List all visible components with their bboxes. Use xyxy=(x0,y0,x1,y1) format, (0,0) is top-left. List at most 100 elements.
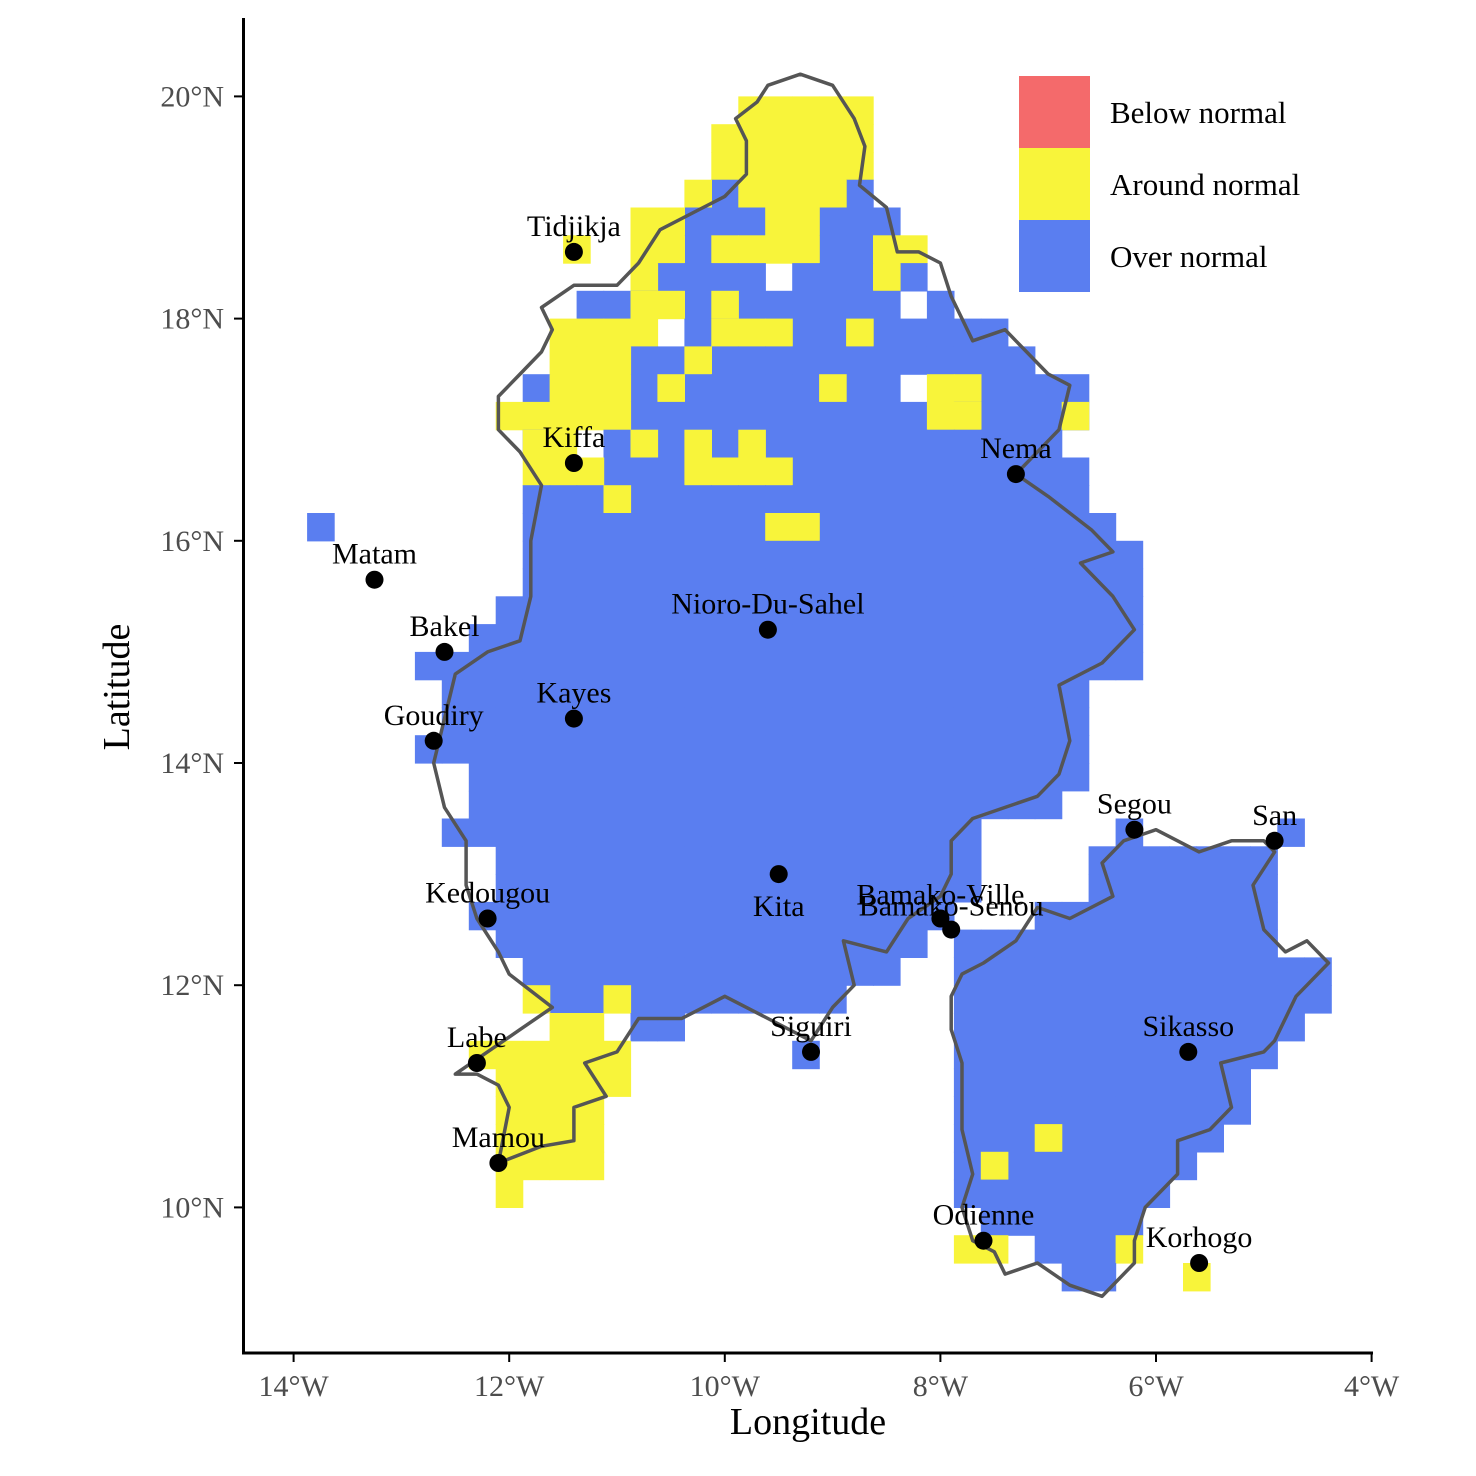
grid-cell-over xyxy=(522,790,551,820)
grid-cell-over xyxy=(846,290,874,320)
y-ticks: 10°N 12°N 14°N 16°N 18°N 20°N xyxy=(160,80,243,1224)
grid-cell-over xyxy=(522,679,551,709)
grid-cell-over xyxy=(1169,1068,1198,1097)
grid-cell-over xyxy=(522,651,551,681)
city-marker-bakel xyxy=(435,642,454,661)
grid-cell-over xyxy=(630,901,659,931)
legend-label-below: Below normal xyxy=(1110,95,1287,130)
grid-cell-over xyxy=(1088,1151,1117,1181)
grid-cell-over xyxy=(657,401,685,431)
city-label-san: San xyxy=(1252,799,1297,832)
grid-cell-over xyxy=(1061,1096,1090,1125)
grid-cell-around xyxy=(576,401,605,431)
x-tick-label: 14°W xyxy=(258,1370,329,1403)
grid-cell-over xyxy=(711,568,739,597)
grid-cell-over xyxy=(819,263,847,292)
city-marker-nema xyxy=(1006,465,1025,484)
grid-cell-over xyxy=(1196,1068,1224,1097)
grid-cell-around xyxy=(792,124,820,153)
x-ticks: 14°W 12°W 10°W 8°W 6°W 4°W xyxy=(258,1353,1400,1403)
grid-cell-over xyxy=(1223,901,1251,931)
grid-cell-over xyxy=(576,651,605,681)
grid-cell-over xyxy=(765,651,793,681)
grid-cell-over xyxy=(738,901,766,931)
grid-cell-over xyxy=(900,679,928,709)
grid-cell-over xyxy=(1304,985,1332,1014)
grid-cell-over xyxy=(684,901,712,931)
grid-cell-over xyxy=(1115,901,1144,931)
legend-key-below xyxy=(1019,76,1090,148)
grid-cell-over xyxy=(630,707,659,736)
grid-cell-around xyxy=(684,179,712,209)
grid-cell-over xyxy=(684,207,712,236)
grid-cell-over xyxy=(603,957,632,986)
grid-cell-over xyxy=(1115,540,1144,570)
grid-cell-over xyxy=(953,679,982,709)
grid-cell-over xyxy=(1034,1068,1063,1097)
grid-cell-over xyxy=(684,818,712,847)
grid-cell-over xyxy=(603,596,632,625)
grid-cell-over xyxy=(953,485,982,514)
grid-cell-around xyxy=(603,485,632,514)
grid-cell-over xyxy=(1169,874,1198,903)
grid-cell-over xyxy=(980,1040,1009,1070)
grid-cell-around xyxy=(738,235,766,264)
grid-cell-around xyxy=(819,179,847,209)
legend-label-over: Over normal xyxy=(1110,239,1268,274)
grid-cell-over xyxy=(549,846,578,875)
grid-cell-over xyxy=(1223,985,1251,1014)
grid-cell-over xyxy=(926,346,955,375)
grid-cell-over xyxy=(900,457,928,486)
grid-cell-over xyxy=(711,679,739,709)
grid-cell-over xyxy=(711,624,739,653)
grid-cell-over xyxy=(738,485,766,514)
grid-cell-over xyxy=(846,818,874,847)
grid-cell-around xyxy=(765,179,793,209)
city-marker-kedougou xyxy=(478,909,497,928)
grid-cell-over xyxy=(549,485,578,514)
grid-cell-over xyxy=(657,540,685,570)
grid-cell-over xyxy=(657,874,685,903)
grid-cell-over xyxy=(765,818,793,847)
grid-cell-over xyxy=(926,485,955,514)
grid-cell-over xyxy=(1196,929,1224,958)
grid-cell-over xyxy=(953,985,982,1014)
grid-cell-over xyxy=(576,735,605,764)
city-marker-san xyxy=(1265,831,1284,850)
grid-cell-over xyxy=(630,624,659,653)
grid-cell-over xyxy=(926,624,955,653)
grid-cell-around xyxy=(549,1151,578,1181)
grid-cell-over xyxy=(873,290,901,320)
grid-cell-around xyxy=(549,1040,578,1070)
grid-cell-over xyxy=(792,985,820,1014)
grid-cell-over xyxy=(819,846,847,875)
grid-cell-around xyxy=(576,1013,605,1042)
grid-cell-over xyxy=(792,624,820,653)
grid-cell-over xyxy=(1034,735,1063,764)
grid-cell-over xyxy=(630,651,659,681)
legend-key-around xyxy=(1019,148,1090,220)
grid-cell-over xyxy=(576,624,605,653)
grid-cell-over xyxy=(819,346,847,375)
grid-cell-over xyxy=(522,735,551,764)
grid-cell-over xyxy=(1061,1124,1090,1153)
grid-cell-over xyxy=(900,513,928,542)
grid-cell-over xyxy=(819,679,847,709)
grid-cell-around xyxy=(738,318,766,347)
grid-cell-around xyxy=(522,1068,551,1097)
grid-cell-over xyxy=(980,540,1009,570)
grid-cell-over xyxy=(953,651,982,681)
grid-cell-over xyxy=(1061,679,1090,709)
grid-cell-over xyxy=(630,985,659,1014)
grid-cell-over xyxy=(846,596,874,625)
grid-cell-around xyxy=(792,179,820,209)
grid-cell-around xyxy=(1115,1235,1144,1264)
grid-cell-over xyxy=(873,790,901,820)
grid-cell-over xyxy=(1142,1096,1171,1125)
grid-cell-over xyxy=(684,874,712,903)
grid-cell-over xyxy=(549,624,578,653)
grid-cell-over xyxy=(495,707,524,736)
grid-cell-over xyxy=(1115,846,1144,875)
grid-cell-over xyxy=(926,457,955,486)
grid-cell-over xyxy=(1007,1207,1036,1236)
